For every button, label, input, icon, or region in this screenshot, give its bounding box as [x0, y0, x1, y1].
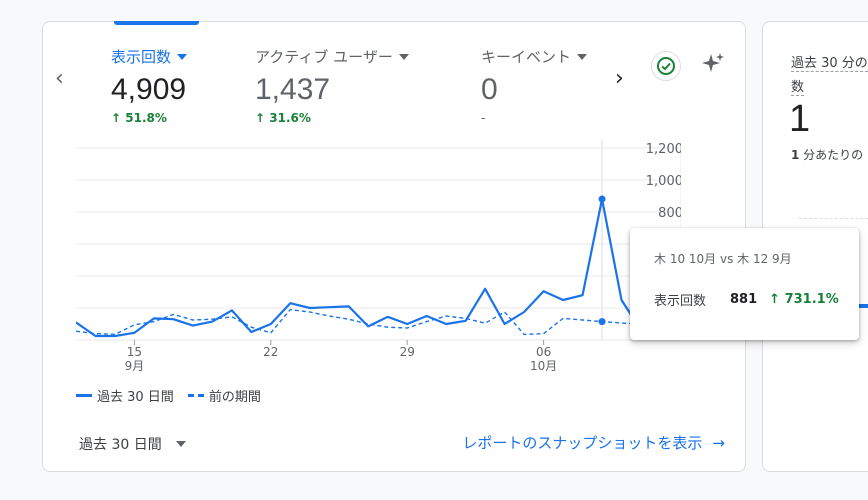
realtime-subtitle: 1 分あたりの — [791, 146, 863, 163]
metric-value: 1,437 — [255, 73, 331, 106]
previous-period-line — [76, 308, 642, 336]
chevron-right-icon[interactable]: › — [615, 66, 624, 91]
caret-down-icon[interactable] — [398, 53, 409, 60]
date-range-dropdown[interactable]: 過去 30 日間 — [79, 434, 186, 454]
legend-dashed-swatch — [187, 394, 204, 397]
current-period-line — [76, 197, 642, 338]
y-tick-label: 1,200 — [646, 142, 681, 157]
y-tick-label: 800 — [658, 206, 681, 221]
metric-change: ↑ 31.6% — [255, 111, 409, 125]
x-tick-label: 29 — [400, 345, 415, 359]
date-range-label: 過去 30 日間 — [79, 437, 162, 453]
chevron-left-icon[interactable]: ‹ — [55, 66, 64, 91]
x-tick-label: 15 — [127, 345, 142, 359]
overview-card: ‹ 表示回数 4,909 ↑ 51.8% アクティブ ユーザー 1,437 ↑ … — [42, 21, 746, 472]
realtime-bar — [859, 304, 868, 308]
chart-series — [76, 195, 642, 338]
metric-change: ↑ 51.8% — [111, 111, 187, 125]
x-tick-month: 10月 — [530, 359, 557, 373]
realtime-value: 1 — [789, 98, 811, 140]
metric-label: アクティブ ユーザー — [255, 48, 393, 66]
chart-legend: 過去 30 日間 前の期間 — [76, 386, 261, 405]
arrow-up-icon: ↑ — [255, 111, 266, 125]
arrow-right-icon: → — [712, 433, 725, 452]
metric-change-value: 31.6% — [269, 111, 311, 125]
tooltip-date: 木 10 10月 vs 木 12 9月 — [654, 252, 792, 266]
realtime-title-cont[interactable]: 数 — [791, 76, 805, 96]
realtime-sub-bold: 1 — [791, 148, 800, 162]
metric-label: 表示回数 — [111, 48, 172, 66]
realtime-sub-text: 分あたりの — [799, 148, 864, 162]
y-axis: 1,200 1,000 800 — [646, 142, 681, 221]
arrow-up-icon: ↑ — [769, 292, 781, 307]
x-tick-label: 06 — [536, 345, 551, 359]
legend-current: 過去 30 日間 — [97, 390, 174, 405]
view-report-link[interactable]: レポートのスナップショットを表示 → — [462, 432, 725, 453]
tooltip-change: ↑ 731.1% — [769, 292, 839, 307]
tooltip-label: 表示回数 — [654, 294, 707, 309]
x-tick-label: 22 — [263, 345, 278, 359]
previous-point-marker — [598, 318, 606, 326]
chart-grid — [76, 140, 681, 341]
legend-previous: 前の期間 — [208, 390, 261, 405]
metric-value: 4,909 — [111, 73, 187, 106]
metric-tab-active-users[interactable]: アクティブ ユーザー 1,437 ↑ 31.6% — [255, 46, 409, 125]
y-tick-label: 1,000 — [646, 174, 681, 189]
realtime-grid — [799, 218, 868, 219]
metric-change: - — [481, 111, 486, 125]
chart-tooltip: 木 10 10月 vs 木 12 9月 表示回数 881 ↑ 731.1% — [630, 228, 859, 340]
check-circle-icon[interactable] — [651, 51, 681, 81]
metric-tab-views[interactable]: 表示回数 4,909 ↑ 51.8% — [111, 46, 188, 125]
arrow-up-icon: ↑ — [111, 111, 122, 125]
caret-down-icon[interactable] — [177, 53, 188, 60]
tooltip-row: 表示回数 881 ↑ 731.1% — [654, 290, 839, 309]
tooltip-value: 881 — [730, 292, 758, 307]
caret-down-icon[interactable] — [577, 53, 588, 60]
current-point-marker — [598, 195, 606, 203]
x-tick-month: 9月 — [125, 359, 145, 373]
caret-down-icon — [175, 441, 186, 447]
report-link-label: レポートのスナップショットを表示 — [462, 434, 703, 452]
sparkle-icon[interactable] — [699, 50, 727, 82]
metric-change-value: 51.8% — [125, 111, 167, 125]
metric-value: 0 — [481, 73, 498, 106]
tooltip-change-value: 731.1% — [784, 292, 839, 307]
realtime-title[interactable]: 過去 30 分の — [791, 52, 868, 72]
metric-tab-key-events[interactable]: キーイベント 0 - — [481, 46, 588, 125]
legend-solid-swatch — [76, 394, 92, 397]
metric-label: キーイベント — [481, 48, 572, 66]
active-tab-indicator — [114, 21, 199, 25]
